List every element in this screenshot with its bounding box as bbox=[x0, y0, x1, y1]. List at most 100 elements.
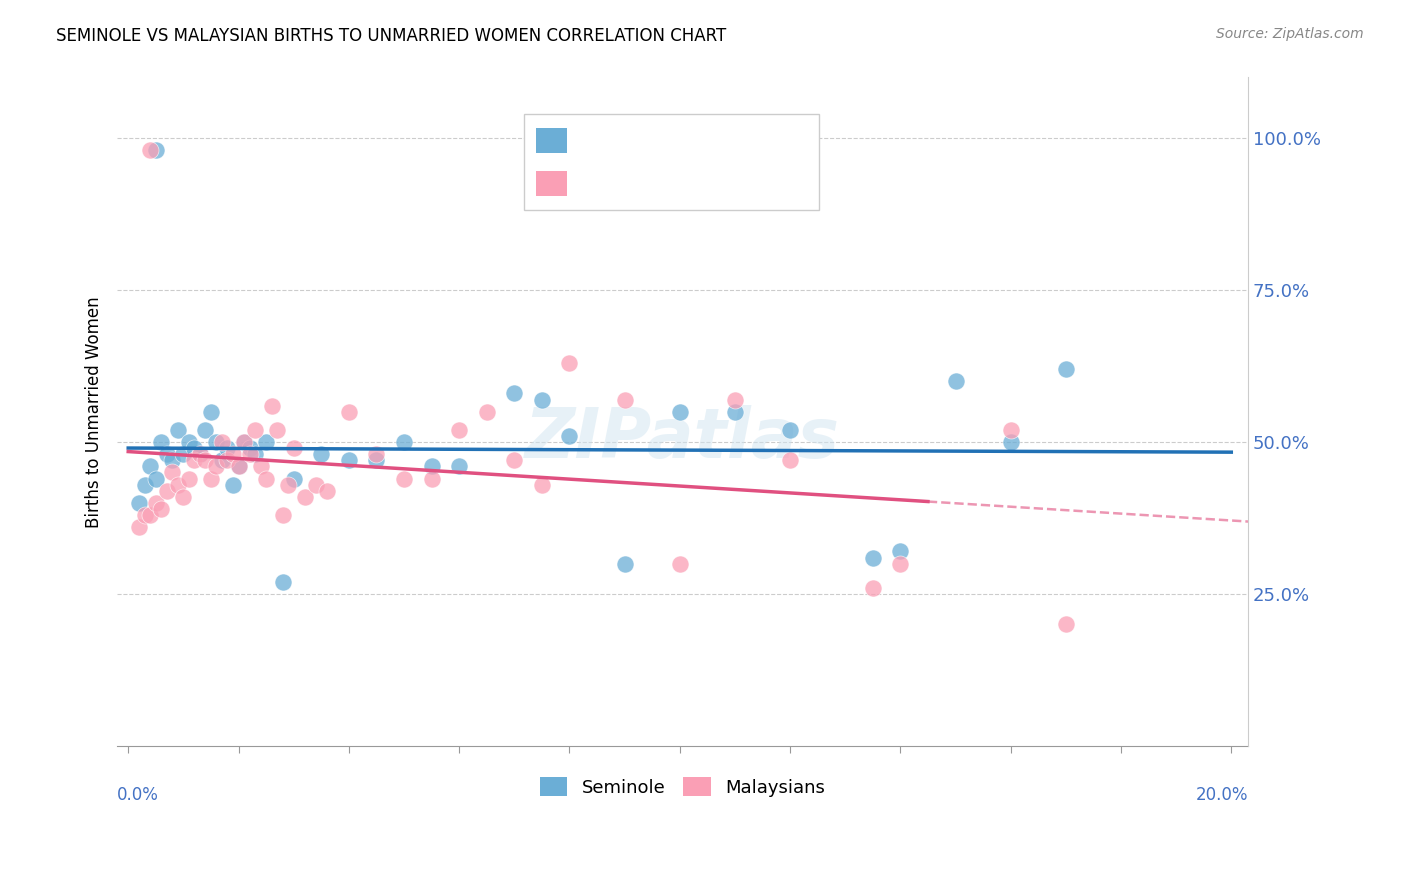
Seminole bbox=[162, 453, 184, 467]
Malaysians bbox=[862, 581, 884, 595]
Seminole bbox=[271, 574, 294, 589]
Malaysians bbox=[194, 453, 217, 467]
Malaysians bbox=[283, 441, 305, 455]
Malaysians bbox=[503, 453, 526, 467]
Malaysians bbox=[166, 477, 188, 491]
Malaysians bbox=[177, 472, 200, 486]
Seminole bbox=[156, 447, 179, 461]
Legend: Seminole, Malaysians: Seminole, Malaysians bbox=[533, 770, 832, 804]
Seminole bbox=[1054, 362, 1077, 376]
Malaysians bbox=[475, 405, 498, 419]
Malaysians bbox=[889, 557, 911, 571]
Seminole bbox=[558, 429, 581, 443]
Malaysians bbox=[205, 459, 228, 474]
Malaysians bbox=[233, 435, 256, 450]
Text: ZIPatlas: ZIPatlas bbox=[524, 405, 839, 472]
Seminole bbox=[139, 459, 162, 474]
Seminole bbox=[183, 441, 205, 455]
Malaysians bbox=[558, 356, 581, 370]
Malaysians bbox=[243, 423, 266, 437]
Seminole bbox=[862, 550, 884, 565]
Seminole bbox=[177, 435, 200, 450]
Y-axis label: Births to Unmarried Women: Births to Unmarried Women bbox=[86, 296, 103, 527]
Malaysians bbox=[613, 392, 636, 407]
Malaysians bbox=[183, 453, 205, 467]
Malaysians bbox=[724, 392, 747, 407]
Seminole bbox=[668, 405, 690, 419]
Malaysians bbox=[1054, 617, 1077, 632]
Seminole bbox=[889, 544, 911, 558]
Malaysians bbox=[271, 508, 294, 522]
Malaysians bbox=[200, 472, 222, 486]
Seminole bbox=[238, 441, 260, 455]
Text: Source: ZipAtlas.com: Source: ZipAtlas.com bbox=[1216, 27, 1364, 41]
Seminole bbox=[366, 453, 388, 467]
Malaysians bbox=[260, 399, 283, 413]
Malaysians bbox=[188, 447, 211, 461]
Seminole bbox=[205, 435, 228, 450]
Malaysians bbox=[305, 477, 328, 491]
Malaysians bbox=[1000, 423, 1022, 437]
Malaysians bbox=[337, 405, 360, 419]
Seminole bbox=[145, 144, 167, 158]
Malaysians bbox=[366, 447, 388, 461]
Text: R = 0.139   N = 44: R = 0.139 N = 44 bbox=[575, 131, 789, 151]
Malaysians bbox=[128, 520, 150, 534]
Seminole bbox=[530, 392, 553, 407]
Text: SEMINOLE VS MALAYSIAN BIRTHS TO UNMARRIED WOMEN CORRELATION CHART: SEMINOLE VS MALAYSIAN BIRTHS TO UNMARRIE… bbox=[56, 27, 727, 45]
Malaysians bbox=[139, 144, 162, 158]
Seminole bbox=[337, 453, 360, 467]
Seminole bbox=[128, 496, 150, 510]
Seminole bbox=[217, 441, 239, 455]
Seminole bbox=[254, 435, 277, 450]
Seminole bbox=[945, 374, 967, 388]
Malaysians bbox=[420, 472, 443, 486]
Seminole bbox=[449, 459, 471, 474]
Seminole bbox=[188, 447, 211, 461]
Malaysians bbox=[249, 459, 271, 474]
Seminole bbox=[145, 472, 167, 486]
Seminole bbox=[211, 453, 233, 467]
Malaysians bbox=[172, 490, 194, 504]
Seminole bbox=[283, 472, 305, 486]
Malaysians bbox=[238, 447, 260, 461]
Seminole bbox=[228, 459, 250, 474]
Text: 20.0%: 20.0% bbox=[1195, 786, 1249, 804]
Seminole bbox=[392, 435, 415, 450]
Seminole bbox=[150, 435, 173, 450]
Malaysians bbox=[668, 557, 690, 571]
Seminole bbox=[222, 477, 245, 491]
Seminole bbox=[1000, 435, 1022, 450]
Malaysians bbox=[134, 508, 156, 522]
Seminole bbox=[779, 423, 801, 437]
Malaysians bbox=[266, 423, 288, 437]
Seminole bbox=[194, 423, 217, 437]
Seminole bbox=[200, 405, 222, 419]
Malaysians bbox=[211, 435, 233, 450]
Text: R = 0.237   N = 50: R = 0.237 N = 50 bbox=[575, 173, 789, 194]
Malaysians bbox=[139, 508, 162, 522]
Malaysians bbox=[779, 453, 801, 467]
Malaysians bbox=[254, 472, 277, 486]
Malaysians bbox=[530, 477, 553, 491]
Malaysians bbox=[392, 472, 415, 486]
Malaysians bbox=[156, 483, 179, 498]
Seminole bbox=[172, 447, 194, 461]
Malaysians bbox=[277, 477, 299, 491]
Malaysians bbox=[150, 502, 173, 516]
Malaysians bbox=[145, 496, 167, 510]
Seminole bbox=[503, 386, 526, 401]
Malaysians bbox=[294, 490, 316, 504]
Text: 0.0%: 0.0% bbox=[117, 786, 159, 804]
Malaysians bbox=[222, 447, 245, 461]
Seminole bbox=[134, 477, 156, 491]
Malaysians bbox=[228, 459, 250, 474]
Malaysians bbox=[162, 466, 184, 480]
Seminole bbox=[613, 557, 636, 571]
Malaysians bbox=[449, 423, 471, 437]
Seminole bbox=[243, 447, 266, 461]
Seminole bbox=[309, 447, 332, 461]
Seminole bbox=[420, 459, 443, 474]
Malaysians bbox=[315, 483, 337, 498]
Seminole bbox=[166, 423, 188, 437]
